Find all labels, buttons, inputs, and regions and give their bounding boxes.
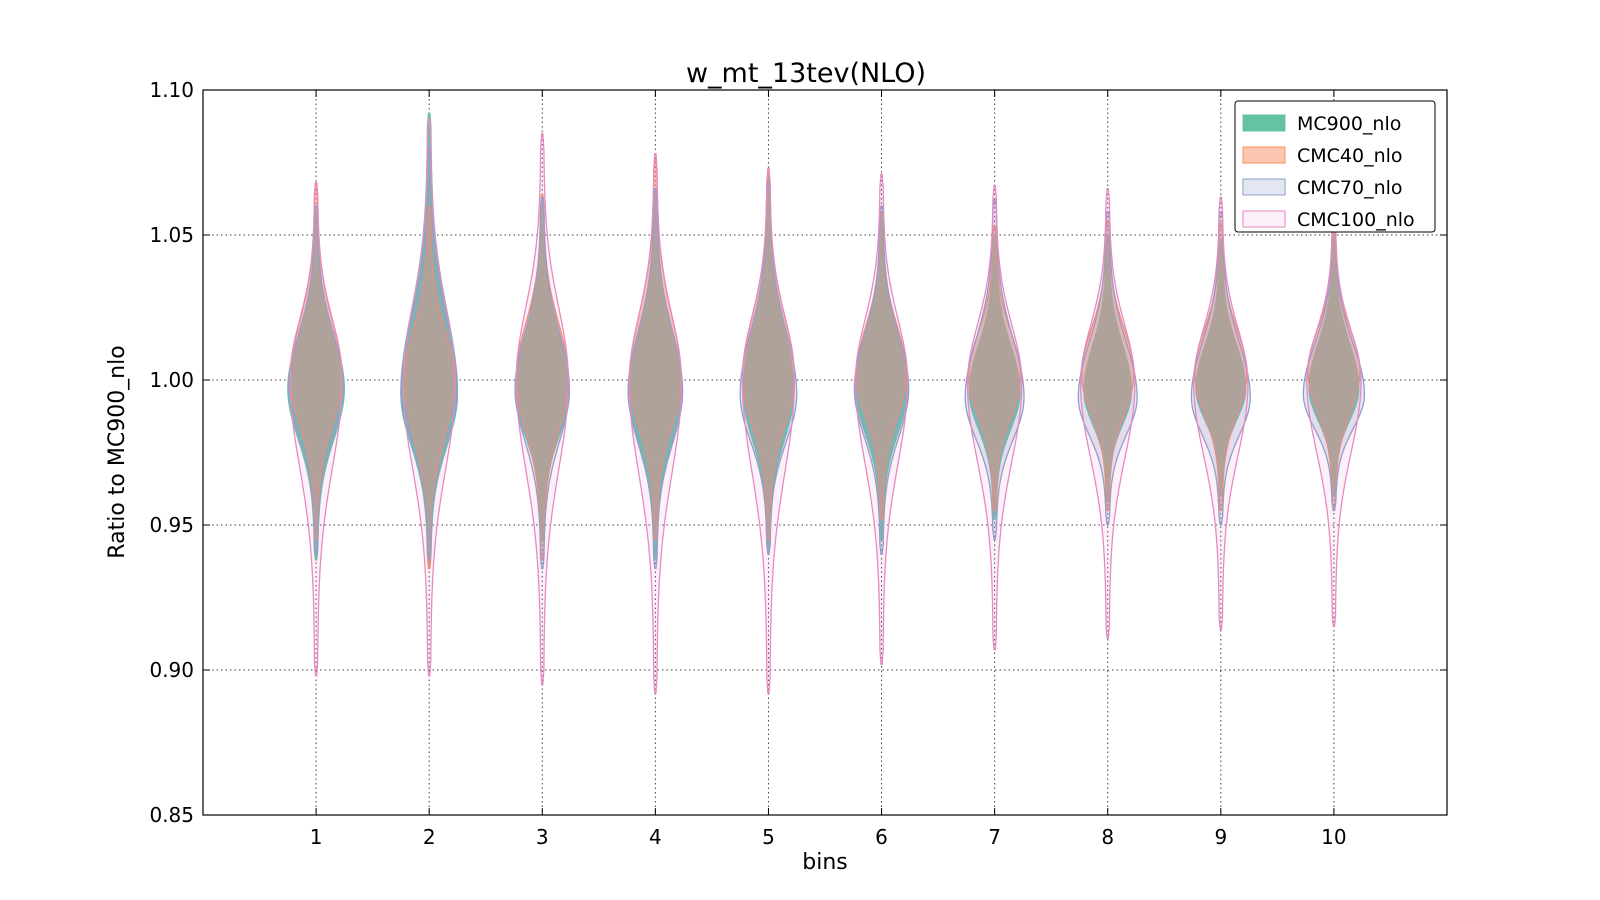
y-tick-label: 1.10 [149,78,194,102]
x-tick-label: 1 [310,825,323,849]
x-tick-label: 4 [649,825,662,849]
x-tick-label: 5 [762,825,775,849]
legend-swatch [1242,146,1286,164]
y-axis-ticks: 0.85 0.90 0.95 1.00 1.05 1.10 [149,78,1447,827]
x-tick-label: 2 [423,825,436,849]
violin-CMC70_nlo-bin-3 [514,196,571,570]
violin-CMC100_nlo-bin-9 [1193,196,1249,631]
y-tick-label: 0.90 [149,658,194,682]
y-tick-label: 1.05 [149,223,194,247]
x-tick-label: 6 [875,825,888,849]
plot-frame [202,89,1448,816]
y-tick-label: 0.85 [149,803,194,827]
x-tick-label: 8 [1101,825,1114,849]
legend-swatch [1242,114,1286,132]
chart-title: w_mt_13tev(NLO) [686,58,926,89]
violin-CMC100_nlo-bin-1 [289,182,343,677]
legend-label: MC900_nlo [1297,113,1401,135]
violin-CMC100_nlo-bin-5 [741,167,796,694]
legend: MC900_nlo CMC40_nlo CMC70_nlo CMC100_nlo [1234,100,1436,233]
legend-box [1234,100,1436,233]
violin-CMC100_nlo-bin-8 [1079,187,1136,639]
violin-CMC100_nlo-bin-6 [854,173,909,665]
legend-label: CMC100_nlo [1297,209,1415,231]
violin-CMC40_nlo-bin-7 [967,225,1022,512]
violin-plot-area [287,112,1366,694]
y-tick-label: 1.00 [149,368,194,392]
violin-CMC100_nlo-bin-2 [402,118,456,677]
violin-CMC40_nlo-bin-2 [403,205,455,570]
violin-CMC40_nlo-bin-9 [1194,222,1248,512]
x-tick-label: 3 [536,825,549,849]
violin-CMC70_nlo-bin-4 [627,187,684,570]
y-tick-label: 0.95 [149,513,194,537]
violin-CMC40_nlo-bin-3 [515,193,569,561]
x-axis-ticks: 1 2 3 4 5 6 7 8 9 10 [310,90,1347,849]
x-tick-label: 7 [988,825,1001,849]
y-axis-label: Ratio to MC900_nlo [105,345,130,558]
legend-swatch [1242,178,1286,196]
legend-swatch [1242,210,1286,228]
violin-CMC70_nlo-bin-5 [739,182,798,555]
violin-CMC100_nlo-bin-3 [515,132,569,686]
x-axis-label: bins [802,850,847,875]
series-CMC100_nlo [289,118,1362,694]
violin-CMC100_nlo-bin-7 [966,185,1023,651]
violin-CMC100_nlo-bin-4 [628,153,683,694]
violin-CMC70_nlo-bin-6 [853,205,910,555]
violin-CMC40_nlo-bin-8 [1081,219,1135,512]
legend-label: CMC40_nlo [1297,145,1403,167]
x-tick-label: 9 [1214,825,1227,849]
legend-label: CMC70_nlo [1297,177,1403,199]
x-tick-label: 10 [1321,825,1346,849]
violin-CMC70_nlo-bin-1 [288,205,344,555]
